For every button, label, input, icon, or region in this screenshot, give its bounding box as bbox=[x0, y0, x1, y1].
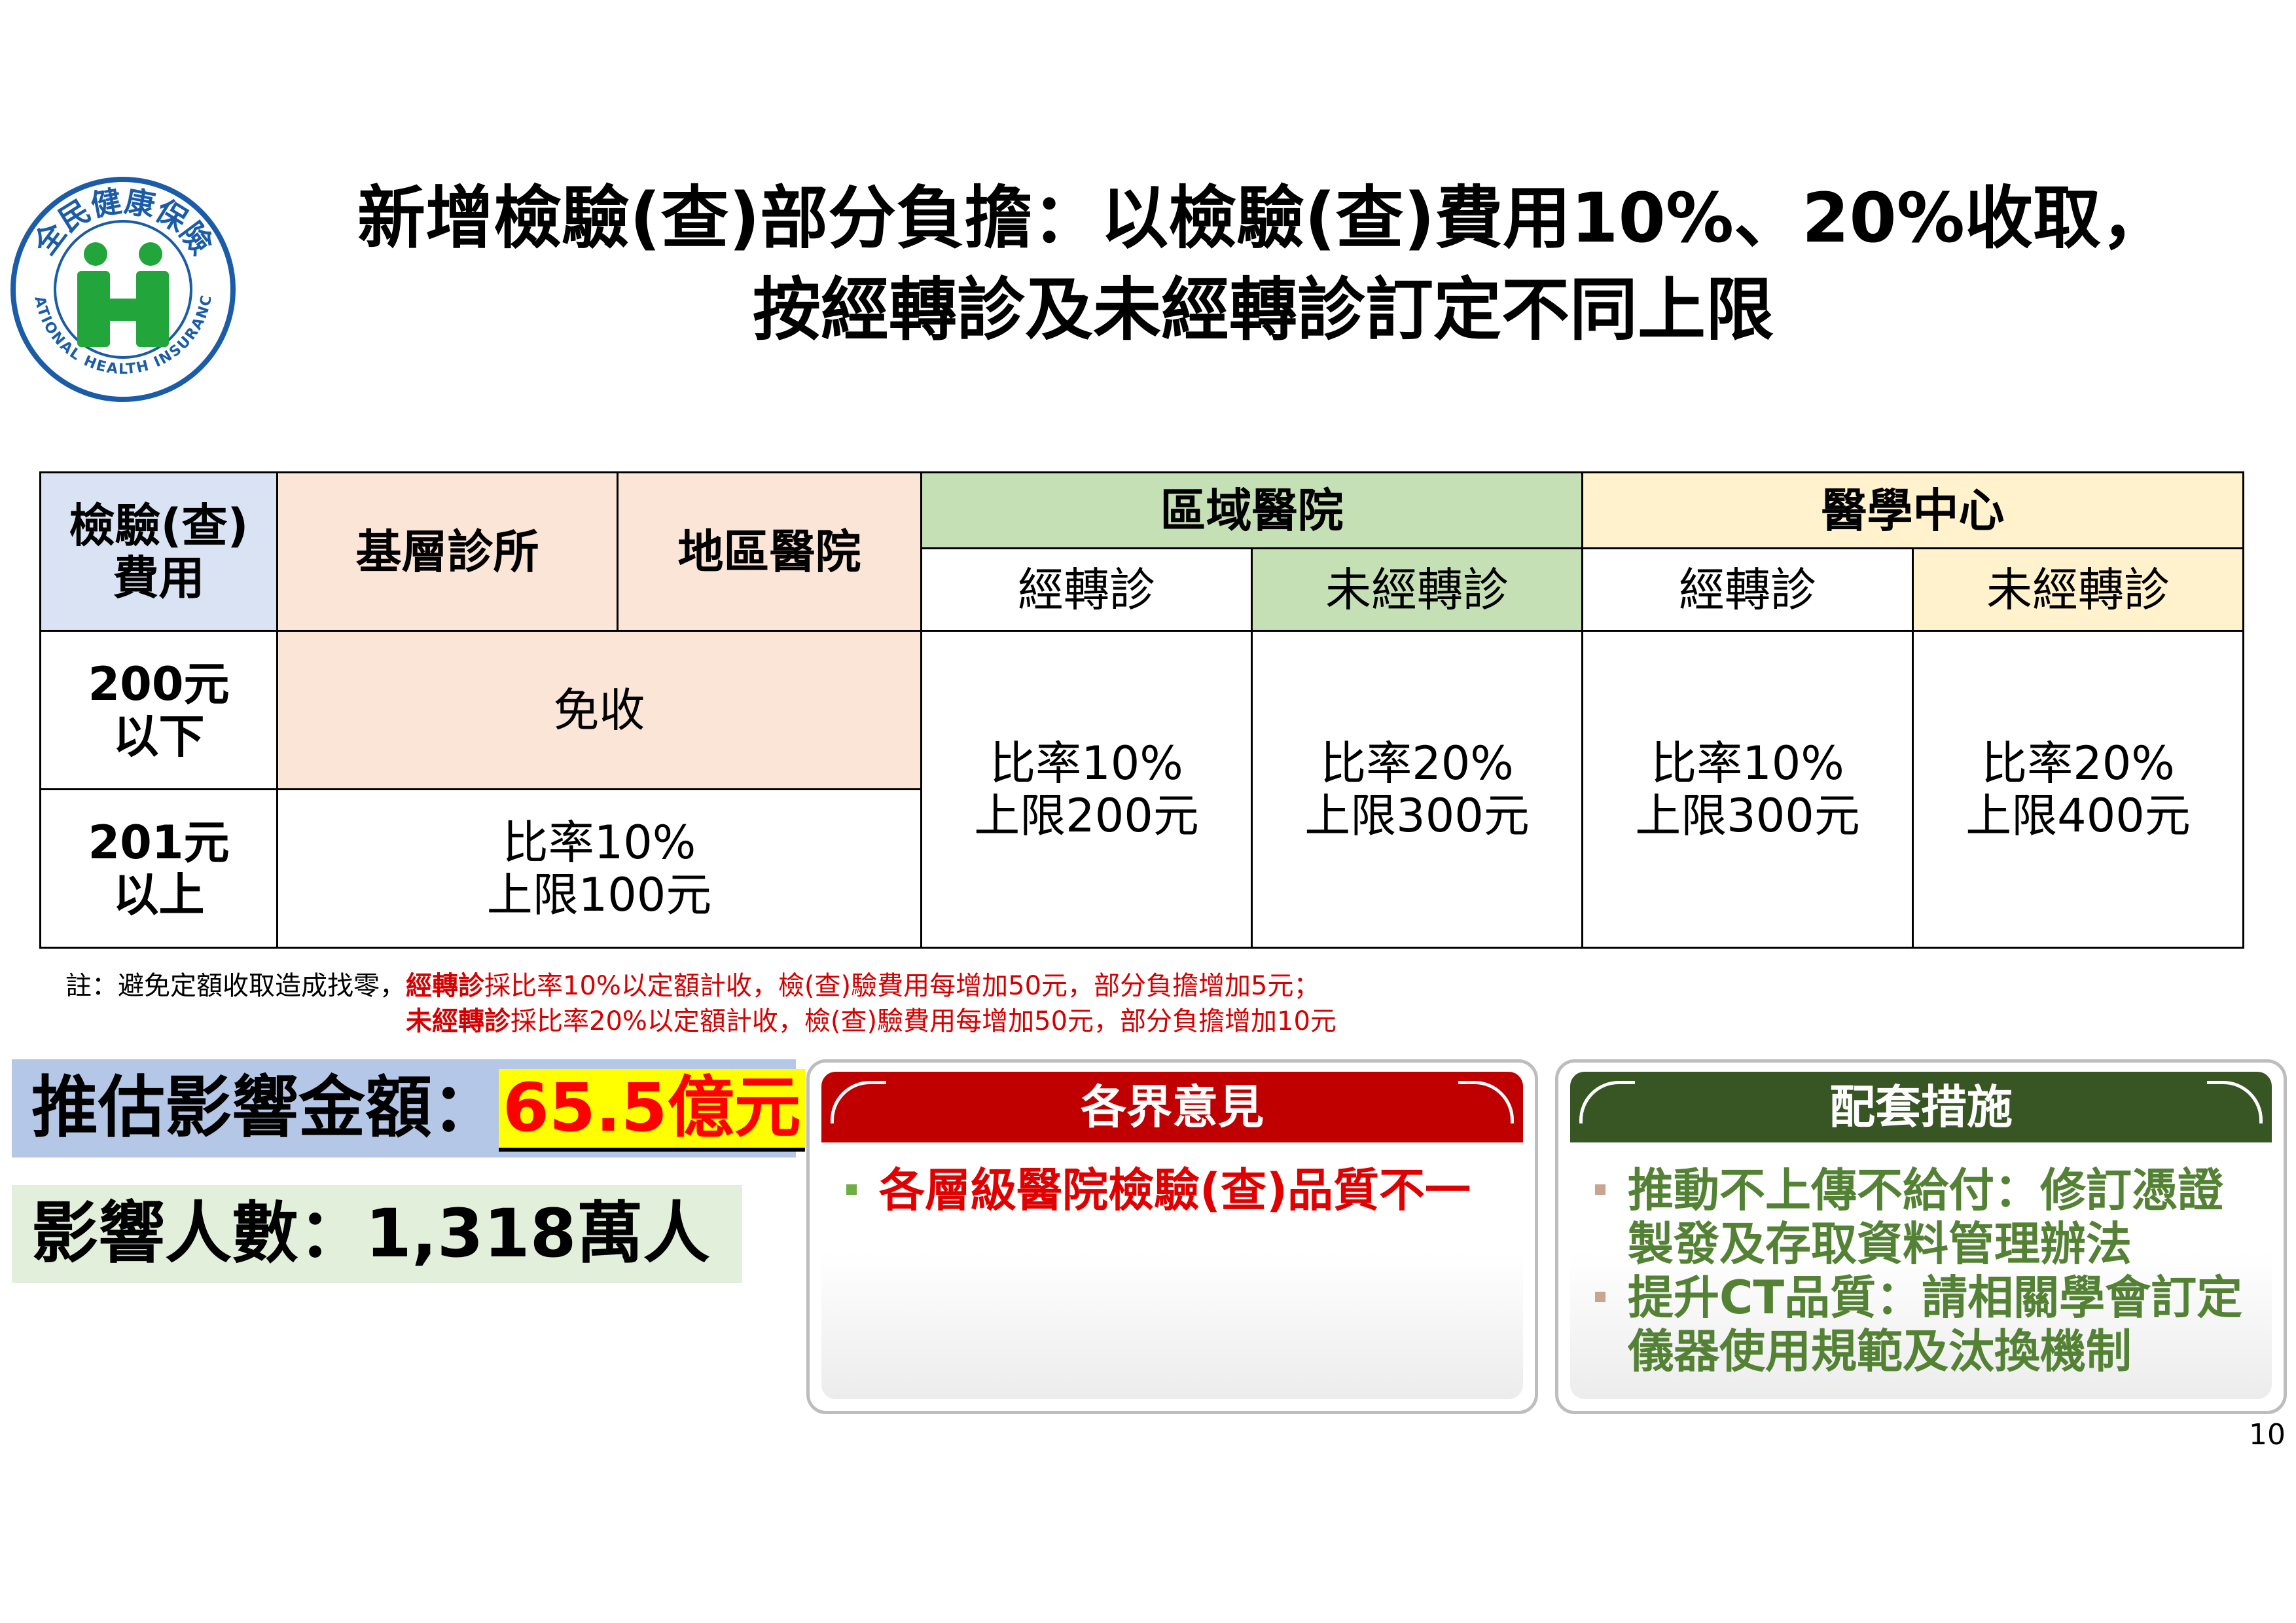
cell-regional-not-referred: 比率20% 上限300元 bbox=[1251, 630, 1583, 949]
impact-people-box: 影響人數：1,318萬人 bbox=[12, 1185, 742, 1283]
header-center-referred: 經轉診 bbox=[1581, 547, 1914, 632]
header-medical-center: 醫學中心 bbox=[1581, 471, 2244, 549]
impact-people-text: 影響人數：1,318萬人 bbox=[31, 1195, 710, 1273]
impact-amount-value: 65.5億元 bbox=[499, 1069, 805, 1152]
footnote-line-1: 註：避免定額收取造成找零，經轉診採比率10%以定額計收，檢(查)驗費用每增加50… bbox=[65, 971, 1320, 1001]
copayment-table: 檢驗(查) 費用 基層診所 地區醫院 區域醫院 醫學中心 經轉診 未經轉診 經轉診… bbox=[39, 471, 2244, 949]
nhi-logo: 全民健康保險 NATIONAL HEALTH INSURANCE bbox=[9, 175, 236, 402]
page-title-line-2: 按經轉診及未經轉診訂定不同上限 bbox=[752, 270, 1774, 350]
row-label-under-200: 200元 以下 bbox=[39, 630, 278, 790]
cell-exempt: 免收 bbox=[276, 630, 922, 790]
cell-regional-referred: 比率10% 上限200元 bbox=[920, 630, 1253, 949]
cell-center-not-referred: 比率20% 上限400元 bbox=[1912, 630, 2244, 949]
opinions-header: 各界意見 bbox=[821, 1072, 1523, 1142]
opinions-panel: 各界意見 各層級醫院檢驗(查)品質不一 bbox=[806, 1059, 1538, 1414]
impact-amount-box: 推估影響金額：65.5億元 bbox=[12, 1059, 805, 1158]
cell-center-referred: 比率10% 上限300元 bbox=[1581, 630, 1914, 949]
header-fee: 檢驗(查) 費用 bbox=[39, 471, 278, 632]
bullet-square-icon bbox=[1595, 1184, 1605, 1195]
header-regional-referred: 經轉診 bbox=[920, 547, 1253, 632]
opinions-list: 各層級醫院檢驗(查)品質不一 bbox=[846, 1163, 1510, 1217]
row-label-over-201: 201元 以上 bbox=[39, 788, 278, 949]
impact-amount-label: 推估影響金額： bbox=[31, 1069, 499, 1147]
cell-basic-rate: 比率10% 上限100元 bbox=[276, 788, 922, 949]
header-district-hospital: 地區醫院 bbox=[617, 471, 922, 632]
bullet-square-icon bbox=[1595, 1292, 1605, 1302]
header-clinic: 基層診所 bbox=[276, 471, 619, 632]
footnote-line-2: 未經轉診採比率20%以定額計收，檢(查)驗費用每增加50元，部分負擔增加10元 bbox=[406, 1006, 1336, 1036]
header-regional-not-referred: 未經轉診 bbox=[1251, 547, 1583, 632]
opinion-item: 各層級醫院檢驗(查)品質不一 bbox=[846, 1163, 1510, 1217]
measures-header: 配套措施 bbox=[1570, 1072, 2272, 1142]
header-center-not-referred: 未經轉診 bbox=[1912, 547, 2244, 632]
measures-panel: 配套措施 推動不上傳不給付：修訂憑證製發及存取資料管理辦法 提升CT品質：請相關… bbox=[1555, 1059, 2287, 1414]
measures-list: 推動不上傳不給付：修訂憑證製發及存取資料管理辦法 提升CT品質：請相關學會訂定儀… bbox=[1595, 1163, 2259, 1378]
page-number: 10 bbox=[2249, 1418, 2286, 1451]
measure-item: 推動不上傳不給付：修訂憑證製發及存取資料管理辦法 bbox=[1595, 1163, 2259, 1271]
bullet-square-icon bbox=[846, 1184, 857, 1195]
header-regional-hospital: 區域醫院 bbox=[920, 471, 1583, 549]
page-title-line-1: 新增檢驗(查)部分負擔：以檢驗(查)費用10%、20%收取， bbox=[357, 178, 2169, 258]
measure-item: 提升CT品質：請相關學會訂定儀器使用規範及汰換機制 bbox=[1595, 1271, 2259, 1378]
